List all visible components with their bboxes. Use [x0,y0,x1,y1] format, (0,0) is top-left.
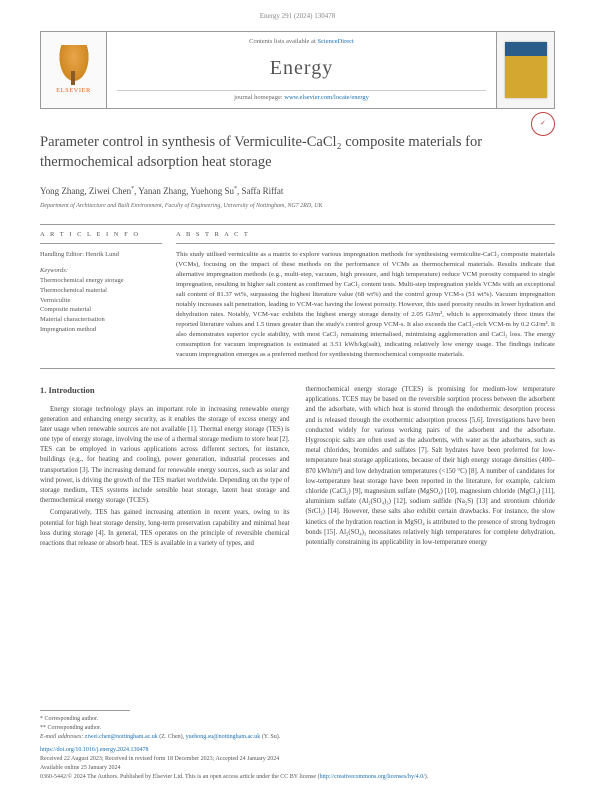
publisher-name: ELSEVIER [56,87,91,96]
check-updates-icon[interactable]: ✓ [531,112,555,136]
email-link[interactable]: yuehong.su@nottingham.ac.uk [186,734,261,740]
affiliation: Department of Architecture and Built Env… [40,202,555,210]
homepage-link[interactable]: www.elsevier.com/locate/energy [284,94,369,101]
copyright-post: ). [425,774,429,780]
body-paragraph: thermochemical energy storage (TCES) is … [306,385,556,548]
copyright-line: 0360-5442/© 2024 The Authors. Published … [40,773,555,782]
authors-line: Yong Zhang, Ziwei Chen*, Yanan Zhang, Yu… [40,185,555,197]
journal-header: ELSEVIER Contents lists available at Sci… [40,31,555,109]
contents-line: Contents lists available at ScienceDirec… [117,38,486,47]
handling-editor: Handling Editor: Henrik Lund [40,250,162,260]
homepage-prefix: journal homepage: [234,94,284,101]
journal-reference: Energy 291 (2024) 130478 [0,0,595,27]
corresponding-note: ** Corresponding author. [40,724,555,733]
email-link[interactable]: ziwei.chen@nottingham.ac.uk [85,734,158,740]
journal-cover-thumbnail [505,42,547,98]
keyword: Thermochemical energy storage [40,276,162,286]
article-title: Parameter control in synthesis of Vermic… [40,133,555,172]
emails-prefix: E-mail addresses: [40,734,85,740]
section-heading: 1. Introduction [40,385,290,396]
abstract-text: This study utilised vermiculite as a mat… [176,250,555,361]
email-who: (Y. Su). [260,734,280,740]
body-col-right: thermochemical energy storage (TCES) is … [306,385,556,551]
available-online: Available online 25 January 2024 [40,764,555,773]
article-info-column: A R T I C L E I N F O Handling Editor: H… [40,231,162,360]
article-info-head: A R T I C L E I N F O [40,231,162,244]
keywords-head: Keywords: [40,266,162,276]
abstract-head: A B S T R A C T [176,231,555,244]
body-paragraph: Energy storage technology plays an impor… [40,405,290,507]
body-paragraph: Comparatively, TES has gained increasing… [40,508,290,549]
abstract-column: A B S T R A C T This study utilised verm… [176,231,555,360]
keyword: Material characterisation [40,315,162,325]
keyword: Vermiculite [40,296,162,306]
body-columns: 1. Introduction Energy storage technolog… [40,385,555,551]
keyword: Thermochemical material [40,286,162,296]
journal-title: Energy [117,55,486,82]
received-dates: Received 22 August 2023; Received in rev… [40,755,555,764]
elsevier-tree-icon [57,45,91,85]
cc-license-link[interactable]: http://creativecommons.org/licenses/by/4… [320,774,425,780]
publisher-logo-cell: ELSEVIER [41,32,107,108]
emails-line: E-mail addresses: ziwei.chen@nottingham.… [40,733,555,742]
sciencedirect-link[interactable]: ScienceDirect [317,38,353,45]
header-center: Contents lists available at ScienceDirec… [107,32,496,108]
keyword: Impregnation method [40,325,162,335]
divider [40,224,555,225]
contents-prefix: Contents lists available at [249,38,317,45]
page-footer: * Corresponding author. ** Corresponding… [40,706,555,782]
cover-cell [496,32,554,108]
email-who: (Z. Chen), [158,734,186,740]
copyright-pre: 0360-5442/© 2024 The Authors. Published … [40,774,320,780]
divider [40,368,555,369]
homepage-line: journal homepage: www.elsevier.com/locat… [117,90,486,103]
corresponding-note: * Corresponding author. [40,715,555,724]
body-col-left: 1. Introduction Energy storage technolog… [40,385,290,551]
doi-link[interactable]: https://doi.org/10.1016/j.energy.2024.13… [40,747,149,753]
keyword: Composite material [40,305,162,315]
